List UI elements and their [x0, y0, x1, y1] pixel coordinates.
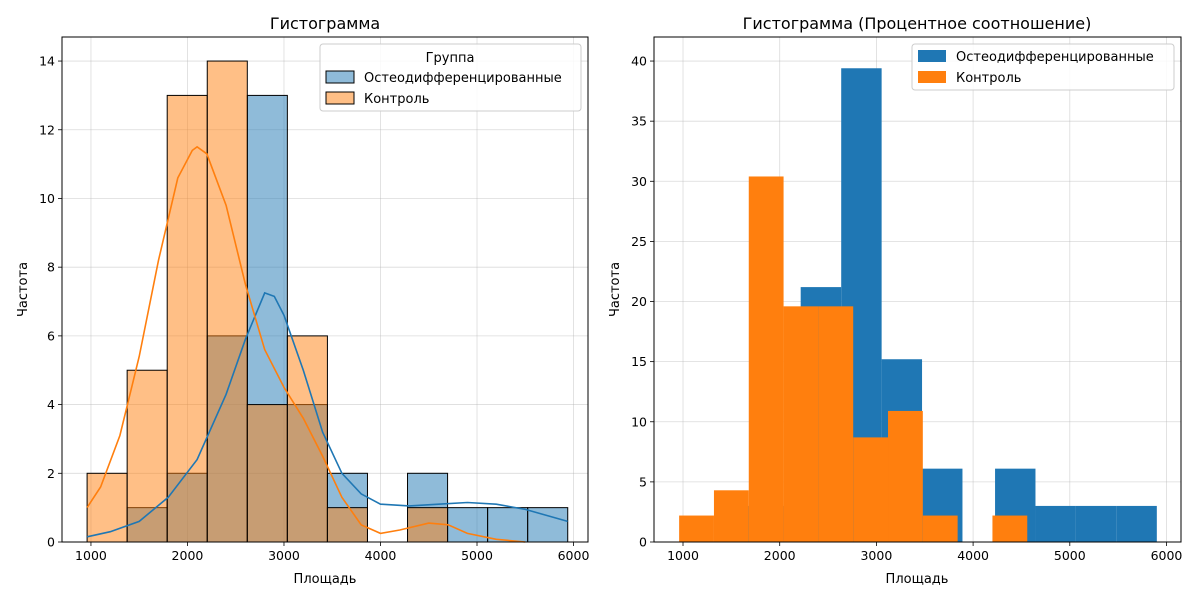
- bar-control: [992, 515, 1028, 542]
- bar-control: [748, 176, 784, 542]
- bar-control: [86, 472, 128, 543]
- bar-control: [286, 335, 328, 543]
- y-tick-label: 10: [631, 414, 647, 429]
- y-tick-label: 12: [39, 122, 55, 137]
- y-tick-label: 35: [631, 114, 647, 129]
- legend: Остеодифференцированные Контроль: [911, 43, 1175, 91]
- y-axis-label: Частота: [16, 262, 31, 317]
- y-tick-label: 20: [631, 294, 647, 309]
- bar-osteo: [527, 507, 569, 543]
- legend-box: [319, 43, 582, 112]
- legend-label-control: Контроль: [364, 92, 429, 107]
- x-tick-label: 4000: [365, 548, 397, 563]
- x-tick-label: 6000: [558, 548, 590, 563]
- plot-frame: [61, 36, 589, 543]
- x-tick-label: 1000: [667, 548, 699, 563]
- bar-control: [888, 410, 923, 542]
- chart-title: Гистограмма (Процентное соотношение): [743, 14, 1092, 33]
- y-tick-label: 30: [631, 174, 647, 189]
- y-tick-label: 5: [639, 474, 647, 489]
- bar-control: [166, 94, 208, 543]
- y-tick-label: 10: [39, 191, 55, 206]
- legend-swatch-osteo: [325, 70, 355, 84]
- bar-control: [853, 437, 889, 542]
- bar-osteo: [487, 507, 529, 543]
- x-axis-label: Площадь: [886, 572, 949, 587]
- plot-frame: [653, 36, 1182, 543]
- bar-osteo: [1035, 505, 1076, 542]
- legend-label-osteo: Остеодифференцированные: [956, 50, 1154, 65]
- x-tick-label: 6000: [1151, 548, 1183, 563]
- x-tick-label: 3000: [268, 548, 300, 563]
- x-axis-label: Площадь: [294, 572, 357, 587]
- legend-label-control: Контроль: [956, 71, 1021, 86]
- y-tick-label: 25: [631, 234, 647, 249]
- x-tick-label: 2000: [764, 548, 796, 563]
- y-tick-label: 40: [631, 54, 647, 69]
- y-tick-label: 6: [47, 328, 55, 343]
- bar-control: [818, 306, 854, 542]
- legend-box: [911, 43, 1175, 91]
- y-tick-label: 0: [47, 535, 55, 550]
- x-tick-label: 2000: [172, 548, 204, 563]
- bar-osteo: [1116, 505, 1157, 542]
- y-axis-label: Частота: [608, 262, 623, 317]
- axis-ticks: 1000 2000 3000 4000 5000 6000 0 5 10 15 20 25 30 35 40: [631, 54, 1182, 563]
- x-tick-label: 3000: [860, 548, 892, 563]
- legend-swatch-control: [918, 71, 946, 83]
- axis-ticks: 1000 2000 3000 4000 5000 6000 0 2 4 6 8 10 12 14: [39, 54, 589, 563]
- x-tick-label: 5000: [1054, 548, 1086, 563]
- y-tick-label: 2: [47, 466, 55, 481]
- kde-line-control: [86, 145, 526, 543]
- bars: [86, 60, 569, 543]
- y-tick-label: 4: [47, 397, 55, 412]
- legend-title: Группа: [426, 51, 475, 66]
- bar-control: [679, 515, 714, 542]
- x-tick-label: 5000: [461, 548, 493, 563]
- bar-control: [206, 60, 248, 543]
- bar-control: [783, 306, 819, 542]
- y-tick-label: 0: [639, 535, 647, 550]
- x-tick-label: 4000: [957, 548, 989, 563]
- bar-control: [922, 515, 958, 542]
- chart-title: Гистограмма: [270, 14, 380, 33]
- y-tick-label: 8: [47, 260, 55, 275]
- x-tick-label: 1000: [75, 548, 107, 563]
- chart-histogram-kde: Гистограмма 1000 2000 3000 4000 5000 6000 0 2 4 6…: [16, 14, 589, 587]
- bar-control: [126, 369, 168, 543]
- kde-curves: [86, 145, 568, 543]
- legend-swatch-control: [325, 91, 355, 105]
- bars: [679, 68, 1157, 542]
- y-tick-label: 15: [631, 354, 647, 369]
- bar-osteo: [1075, 505, 1117, 542]
- chart-histogram-percent: Гистограмма (Процентное соотношение) 100…: [608, 14, 1182, 587]
- kde-line-osteo: [86, 291, 568, 538]
- bar-control: [713, 490, 749, 542]
- legend-label-osteo: Остеодифференцированные: [364, 71, 562, 86]
- y-tick-label: 14: [39, 54, 55, 69]
- legend-swatch-osteo: [918, 50, 946, 62]
- legend: Группа Остеодифференцированные Контроль: [319, 43, 582, 112]
- bar-control: [246, 404, 288, 543]
